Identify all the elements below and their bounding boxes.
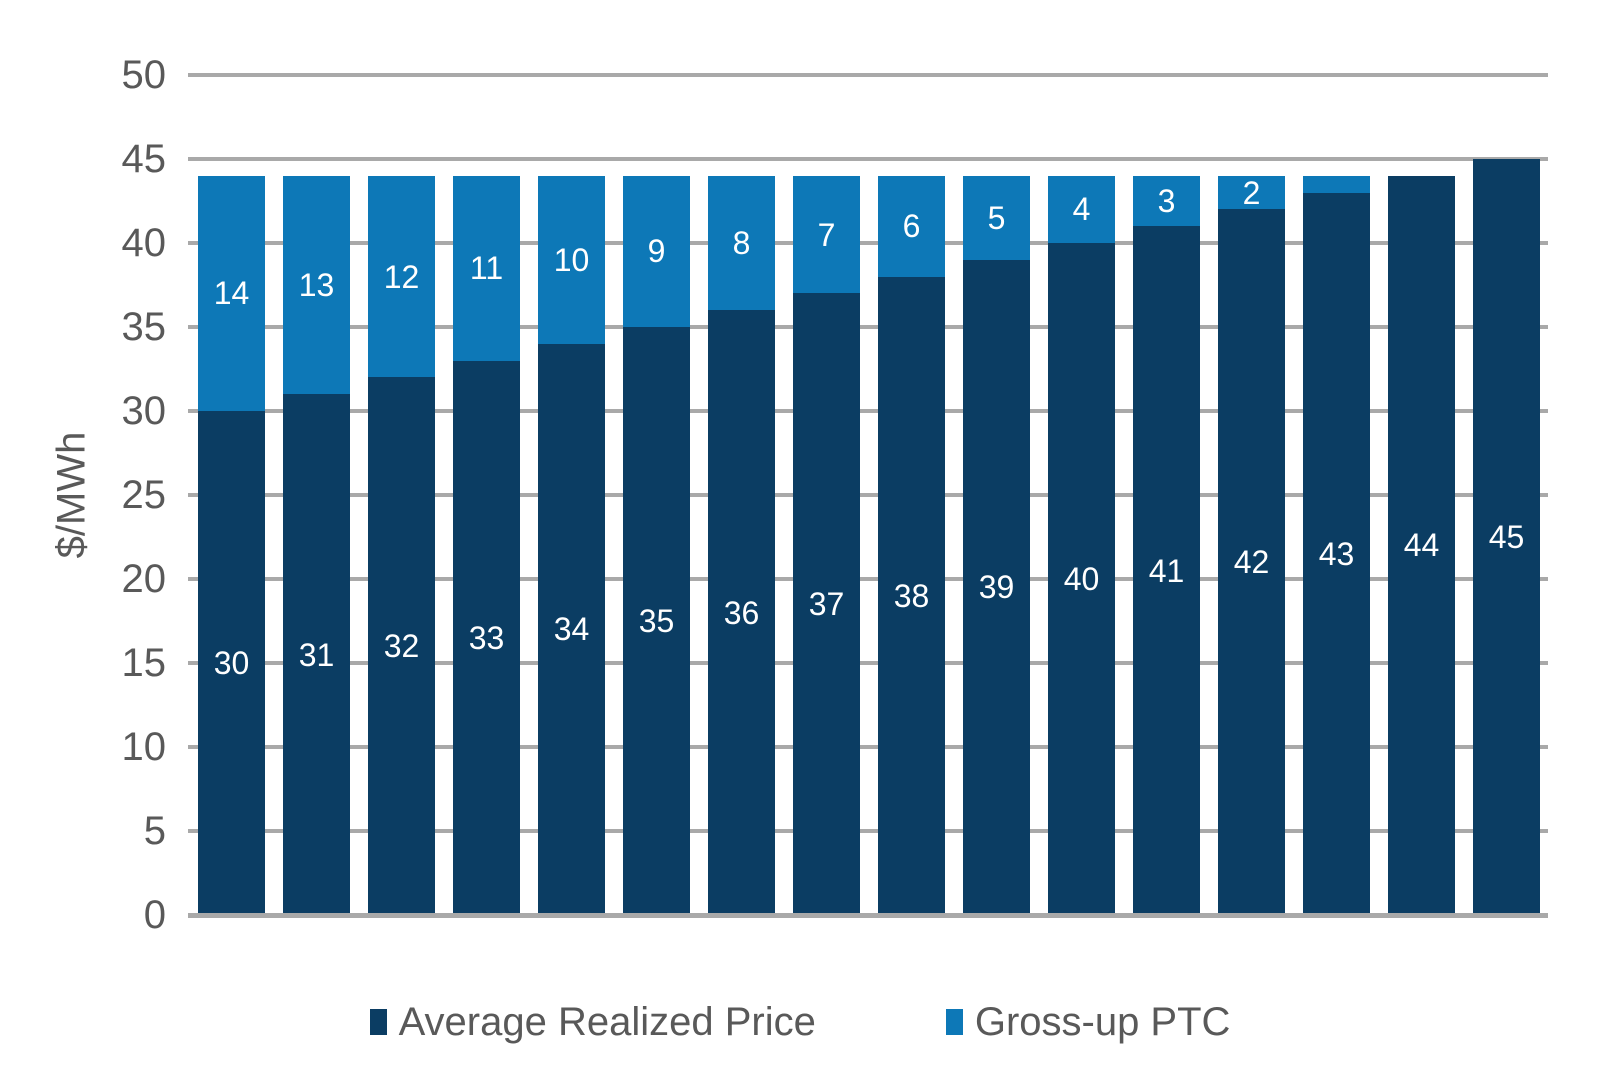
- bar-7-segment-gross-up-ptc: 8: [708, 175, 775, 311]
- y-tick-label-15: 15: [121, 641, 167, 685]
- bar-5-segment-average-realized-price: 34: [538, 343, 605, 915]
- bar-16-segment-average-realized-price: 45: [1473, 159, 1540, 915]
- y-tick-label-45: 45: [121, 137, 167, 181]
- gridline-20: [188, 577, 1548, 581]
- bar-10-segment-average-realized-price: 39: [963, 259, 1030, 915]
- gridline-45: [188, 157, 1548, 161]
- bar-10-segment-gross-up-ptc: 5: [963, 175, 1030, 260]
- legend: Average Realized Price Gross-up PTC: [0, 998, 1600, 1046]
- bar-11-segment-gross-up-ptc: 4: [1048, 175, 1115, 243]
- gridline-0: [188, 912, 1548, 918]
- bar-3-segment-gross-up-ptc: 12: [368, 175, 435, 378]
- bar-11: 4 40: [1048, 175, 1115, 915]
- bar-12-segment-average-realized-price: 41: [1133, 226, 1200, 915]
- gridline-15: [188, 661, 1548, 665]
- plot-area: 0 5 10 15 20 25 30 35 40 45 50 14 30 13 31 12 32 11 33 10 34…: [122, 53, 1548, 937]
- gridline-30: [188, 409, 1548, 413]
- bar-8-segment-gross-up-ptc: 7: [793, 175, 860, 294]
- bar-1-segment-average-realized-price: 30: [198, 411, 265, 915]
- bar-9-segment-average-realized-price: 38: [878, 276, 945, 915]
- bar-4: 11 33: [453, 175, 520, 915]
- bar-14: 43: [1303, 175, 1370, 915]
- y-tick-label-10: 10: [121, 725, 167, 769]
- bar-16: 45: [1473, 159, 1540, 915]
- bar-3-segment-average-realized-price: 32: [368, 377, 435, 915]
- bar-7: 8 36: [708, 175, 775, 915]
- bar-11-segment-average-realized-price: 40: [1048, 243, 1115, 915]
- legend-swatch-average-realized-price: [369, 1009, 387, 1035]
- y-tick-label-25: 25: [121, 473, 167, 517]
- bar-13-segment-gross-up-ptc: 2: [1218, 175, 1285, 210]
- bar-1-segment-gross-up-ptc: 14: [198, 175, 265, 411]
- bar-2-segment-gross-up-ptc: 13: [283, 175, 350, 395]
- y-tick-label-20: 20: [121, 557, 167, 601]
- bar-10: 5 39: [963, 175, 1030, 915]
- bar-6-segment-gross-up-ptc: 9: [623, 175, 690, 327]
- bar-14-segment-average-realized-price: 43: [1303, 192, 1370, 915]
- bar-5-segment-gross-up-ptc: 10: [538, 175, 605, 344]
- y-tick-label-5: 5: [143, 809, 166, 853]
- y-tick-label-35: 35: [121, 305, 167, 349]
- bar-8-segment-average-realized-price: 37: [793, 293, 860, 915]
- y-tick-label-30: 30: [121, 389, 167, 433]
- bar-2: 13 31: [283, 175, 350, 915]
- y-tick-label-50: 50: [121, 53, 167, 97]
- gridline-35: [188, 325, 1548, 329]
- bar-4-segment-average-realized-price: 33: [453, 360, 520, 915]
- bar-14-segment-gross-up-ptc: [1303, 175, 1370, 193]
- legend-label-gross-up-ptc: Gross-up PTC: [974, 1000, 1231, 1044]
- gridline-50: [188, 73, 1548, 77]
- gridline-5: [188, 829, 1548, 833]
- legend-label-average-realized-price: Average Realized Price: [398, 1000, 816, 1044]
- bar-7-segment-average-realized-price: 36: [708, 310, 775, 915]
- bar-4-segment-gross-up-ptc: 11: [453, 175, 520, 361]
- y-tick-label-0: 0: [143, 893, 166, 937]
- bar-13: 2 42: [1218, 175, 1285, 915]
- gridline-25: [188, 493, 1548, 497]
- bar-8: 7 37: [793, 175, 860, 915]
- bar-9-segment-gross-up-ptc: 6: [878, 175, 945, 277]
- bar-2-segment-average-realized-price: 31: [283, 394, 350, 915]
- legend-item-gross-up-ptc: Gross-up PTC: [945, 998, 1231, 1046]
- bar-5: 10 34: [538, 175, 605, 915]
- bar-15: 44: [1388, 175, 1455, 915]
- legend-item-average-realized-price: Average Realized Price: [369, 998, 816, 1046]
- legend-swatch-gross-up-ptc: [945, 1009, 963, 1035]
- y-tick-label-40: 40: [121, 221, 167, 265]
- bar-13-segment-average-realized-price: 42: [1218, 209, 1285, 915]
- bar-12: 3 41: [1133, 175, 1200, 915]
- bar-6-segment-average-realized-price: 35: [623, 327, 690, 915]
- bar-6: 9 35: [623, 175, 690, 915]
- bar-9: 6 38: [878, 175, 945, 915]
- gridline-10: [188, 745, 1548, 749]
- bar-1: 14 30: [198, 175, 265, 915]
- bar-3: 12 32: [368, 175, 435, 915]
- gridline-40: [188, 241, 1548, 245]
- bar-15-segment-average-realized-price: 44: [1388, 175, 1455, 915]
- bar-12-segment-gross-up-ptc: 3: [1133, 175, 1200, 227]
